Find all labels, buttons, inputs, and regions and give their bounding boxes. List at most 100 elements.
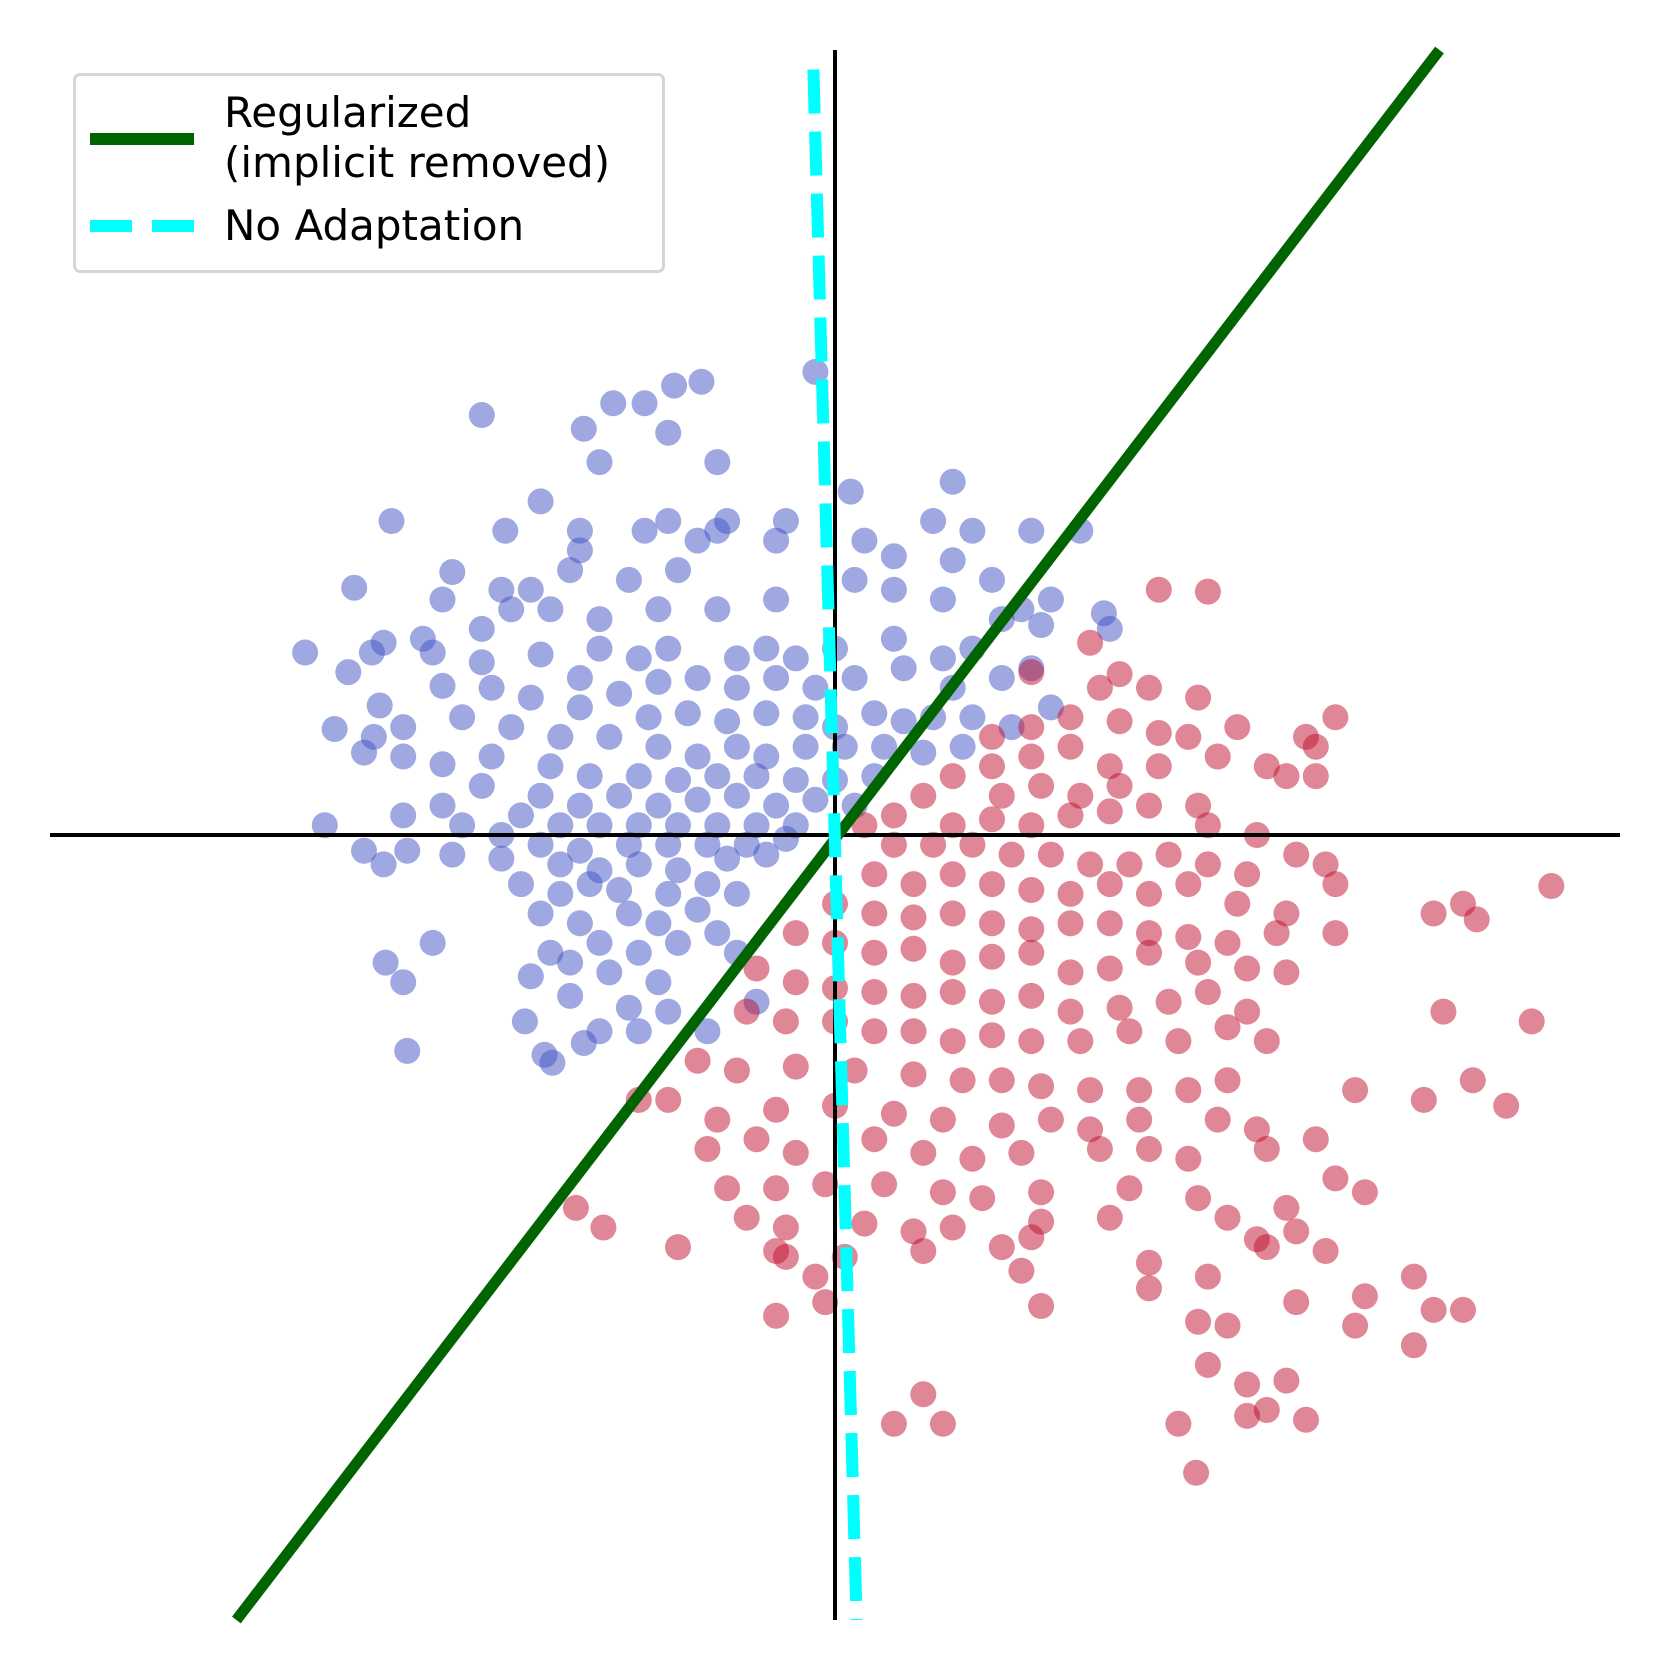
series-red-point — [1214, 1312, 1241, 1339]
series-red-point — [929, 1106, 956, 1133]
series-blue-point — [508, 871, 534, 898]
series-red-point — [1126, 1106, 1153, 1133]
series-red-point — [871, 1171, 898, 1198]
series-blue-point — [586, 635, 613, 662]
series-red-point — [1194, 1351, 1221, 1378]
series-blue-point — [429, 792, 456, 819]
series-blue-point — [733, 831, 760, 858]
series-red-point — [841, 1057, 868, 1084]
series-blue-point — [439, 841, 466, 868]
series-red-point — [1136, 1136, 1162, 1162]
series-blue-point — [753, 700, 780, 727]
series-blue-point — [468, 615, 495, 642]
series-red-point — [979, 723, 1005, 750]
series-red-point — [1185, 684, 1212, 711]
series-blue-point — [665, 857, 691, 884]
series-blue-point — [704, 596, 731, 623]
series-blue-point — [468, 402, 495, 428]
series-red-point — [939, 1028, 966, 1055]
series-blue-point — [645, 596, 672, 623]
series-red-point — [1400, 1332, 1427, 1359]
series-red-point — [1351, 1283, 1378, 1310]
series-blue-point — [645, 910, 672, 937]
series-blue-point — [645, 792, 672, 819]
series-red-point — [979, 1022, 1005, 1049]
series-red-point — [1077, 1077, 1104, 1104]
series-blue-point — [723, 645, 750, 672]
series-red-point — [714, 1175, 741, 1202]
series-red-point — [939, 949, 966, 976]
series-blue-point — [841, 566, 868, 593]
series-blue-point — [723, 880, 750, 907]
series-red-point — [861, 900, 888, 927]
series-red-point — [861, 979, 888, 1005]
series-blue-point — [631, 390, 658, 417]
series-red-point — [1136, 1275, 1162, 1302]
series-red-point — [939, 1214, 966, 1241]
series-red-point — [998, 841, 1025, 868]
series-red-point — [959, 1145, 986, 1172]
series-blue-point — [566, 910, 593, 937]
series-red-point — [1126, 1077, 1153, 1104]
series-red-point — [939, 979, 966, 1005]
series-red-point — [1057, 910, 1084, 937]
series-blue-point — [645, 668, 672, 695]
series-blue-point — [566, 694, 593, 721]
series-red-point — [1234, 861, 1261, 888]
series-blue-point — [998, 714, 1025, 741]
series-red-point — [1518, 1008, 1545, 1035]
series-blue-point — [655, 508, 682, 534]
series-red-point — [1351, 1179, 1378, 1206]
series-red-point — [772, 1243, 799, 1270]
series-blue-point — [596, 723, 623, 750]
series-red-point — [1214, 1204, 1241, 1231]
series-red-point — [782, 920, 809, 947]
series-red-point — [772, 1008, 799, 1035]
series-red-point — [1106, 708, 1133, 735]
series-blue-point — [782, 645, 809, 672]
series-blue-point — [1037, 586, 1064, 613]
series-red-point — [1194, 578, 1221, 605]
series-red-point — [1116, 851, 1143, 878]
series-red-point — [900, 1218, 927, 1245]
series-red-point — [812, 1289, 839, 1316]
series-blue-point — [871, 733, 898, 760]
series-blue-point — [390, 743, 417, 770]
series-red-point — [979, 943, 1005, 970]
series-red-point — [1057, 733, 1084, 760]
series-red-point — [1450, 1296, 1476, 1323]
points-layer — [292, 358, 1565, 1486]
series-blue-point — [586, 606, 613, 633]
series-red-point — [1116, 1175, 1143, 1202]
series-blue-point — [939, 547, 966, 574]
series-blue-point — [625, 1018, 652, 1045]
series-red-point — [1463, 906, 1490, 933]
series-red-point — [1224, 714, 1251, 741]
series-red-point — [1302, 763, 1329, 790]
legend-entry-regularized: Regularized (implicit removed) — [76, 84, 662, 192]
series-red-point — [1183, 1459, 1210, 1486]
series-red-point — [1096, 753, 1123, 780]
series-blue-point — [311, 812, 338, 839]
series-red-point — [910, 1238, 937, 1264]
series-blue-point — [351, 837, 377, 864]
series-red-point — [1008, 1257, 1035, 1284]
series-red-point — [1283, 841, 1310, 868]
series-red-point — [1263, 920, 1290, 947]
series-blue-point — [488, 845, 515, 872]
series-blue-point — [547, 851, 574, 878]
series-red-point — [880, 802, 907, 829]
series-red-point — [880, 831, 907, 858]
series-blue-point — [537, 753, 564, 780]
lines-layer — [232, 46, 1444, 1624]
series-blue-point — [537, 939, 564, 966]
series-red-point — [1420, 900, 1447, 927]
series-red-point — [861, 1126, 888, 1153]
series-blue-point — [665, 557, 691, 584]
series-blue-point — [378, 508, 405, 534]
series-red-point — [1253, 1234, 1280, 1261]
series-red-point — [1234, 1402, 1261, 1429]
series-blue-point — [753, 841, 780, 868]
series-red-point — [1057, 959, 1084, 986]
series-red-point — [979, 988, 1005, 1015]
